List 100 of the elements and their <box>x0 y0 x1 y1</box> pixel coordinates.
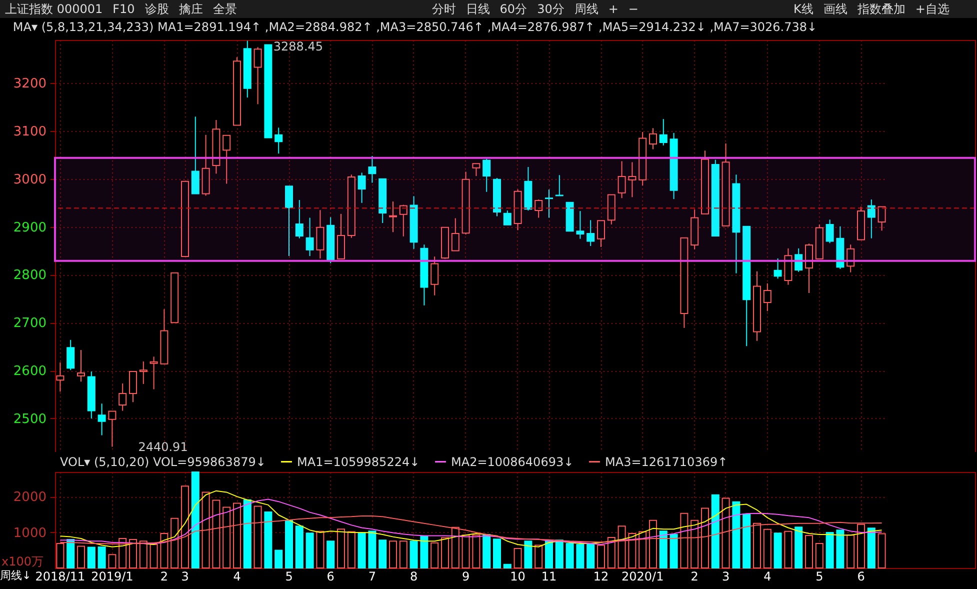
bar <box>826 532 834 568</box>
candlestick <box>878 206 886 232</box>
candlestick <box>597 220 605 248</box>
candlestick <box>867 199 876 239</box>
x-tick-label: 6 <box>326 570 334 584</box>
candlestick <box>368 155 376 184</box>
text: − <box>628 2 638 16</box>
candlestick <box>316 210 324 259</box>
bar <box>285 520 293 568</box>
bar <box>878 533 886 568</box>
line-series <box>60 490 882 548</box>
text: 周线↓ <box>0 568 32 583</box>
candlestick <box>389 200 397 233</box>
candlestick <box>77 349 85 382</box>
chart-subtitle: MA▾ (5,8,13,21,34,233) MA1=2891.194↑ ,MA2=2884.982↑ ,MA3=2850.746↑ ,MA4=2876.987↑ ,MA5=2914.232↓ ,MA7=3026.738↓ <box>12 20 818 34</box>
y-tick-label: 3000 <box>13 172 46 188</box>
y-tick-label: 2000 <box>13 490 46 506</box>
candlestick <box>118 382 127 412</box>
y-tick-label: 1000 <box>13 526 46 541</box>
x-tick-label: 12 <box>593 570 609 584</box>
x-tick-label: 6 <box>857 570 865 584</box>
candlestick <box>129 371 137 403</box>
bar <box>358 532 366 568</box>
bar <box>711 494 720 568</box>
candlestick <box>222 134 231 184</box>
bar <box>337 528 345 568</box>
x-tick-label: 4 <box>233 570 241 584</box>
bar <box>191 472 200 568</box>
legend-label: MA3=1261710369↑ <box>605 454 728 469</box>
bar <box>514 548 522 568</box>
annotation: 3288.45 <box>273 40 324 54</box>
text: 诊股 <box>144 0 169 18</box>
x-tick-label: 5 <box>816 570 824 584</box>
x-tick-label: 7 <box>368 570 376 584</box>
candlestick <box>774 258 782 280</box>
legend-label: MA1=1059985224↓ <box>297 454 420 469</box>
candlestick <box>337 213 345 260</box>
text: 擒庄 <box>178 0 203 18</box>
x-tick-label: 2019/1 <box>91 570 134 584</box>
candlestick <box>285 186 293 257</box>
text: + <box>608 2 618 16</box>
y-axis-title: x100万 <box>2 554 44 568</box>
candlestick <box>472 163 480 177</box>
bar <box>295 526 304 568</box>
bar <box>87 546 96 568</box>
candlestick <box>430 256 439 296</box>
text: K线 <box>793 0 814 18</box>
bar <box>493 538 501 568</box>
candlestick <box>534 199 543 218</box>
bar <box>77 546 85 568</box>
candlestick <box>191 116 200 194</box>
x-tick-label: 2 <box>690 570 698 584</box>
bar <box>566 543 574 568</box>
x-tick-label: 4 <box>764 570 772 584</box>
chart-title: 上证指数 000001 <box>5 0 103 18</box>
bar <box>482 534 491 568</box>
bar <box>66 538 75 568</box>
candlestick <box>98 403 106 436</box>
candlestick <box>295 200 304 239</box>
y-tick-label: 2700 <box>13 316 46 332</box>
bar <box>732 501 740 568</box>
x-tick-label: 5 <box>285 570 293 584</box>
bar <box>524 540 532 568</box>
bar <box>389 540 397 568</box>
bar <box>399 540 408 568</box>
text: 周线 <box>574 0 598 18</box>
bar <box>742 514 751 568</box>
bar <box>867 528 876 568</box>
bar <box>597 544 605 568</box>
bar <box>763 528 772 568</box>
legend-label: MA2=1008640693↓ <box>451 454 574 469</box>
candlestick <box>618 160 626 199</box>
x-tick-label: 9 <box>462 570 470 584</box>
bar <box>441 537 449 568</box>
bar <box>378 540 387 568</box>
y-tick-label: 3200 <box>13 76 46 92</box>
x-tick-label: 3 <box>181 570 189 584</box>
bar <box>243 499 252 568</box>
bar <box>368 530 376 568</box>
bar <box>264 511 272 568</box>
chart-title: VOL▾ (5,10,20) VOL=959863879↓ <box>60 455 266 469</box>
bar <box>410 540 418 568</box>
line-series <box>60 498 882 546</box>
candlestick <box>66 339 75 371</box>
x-tick-label: 2018/11 <box>35 570 86 584</box>
x-tick-label: 3 <box>722 570 730 584</box>
bar <box>805 534 813 568</box>
y-tick-label: 3100 <box>13 124 46 140</box>
bar <box>534 544 543 568</box>
bar <box>347 531 356 568</box>
bar <box>815 543 824 568</box>
candlestick <box>150 356 158 390</box>
candlestick <box>586 220 595 246</box>
text: 全景 <box>212 0 237 18</box>
x-tick-label: 10 <box>510 570 526 584</box>
bar <box>98 546 106 568</box>
candlestick <box>794 248 803 272</box>
bar <box>316 530 324 568</box>
candlestick <box>254 46 262 105</box>
candlestick <box>451 218 460 252</box>
